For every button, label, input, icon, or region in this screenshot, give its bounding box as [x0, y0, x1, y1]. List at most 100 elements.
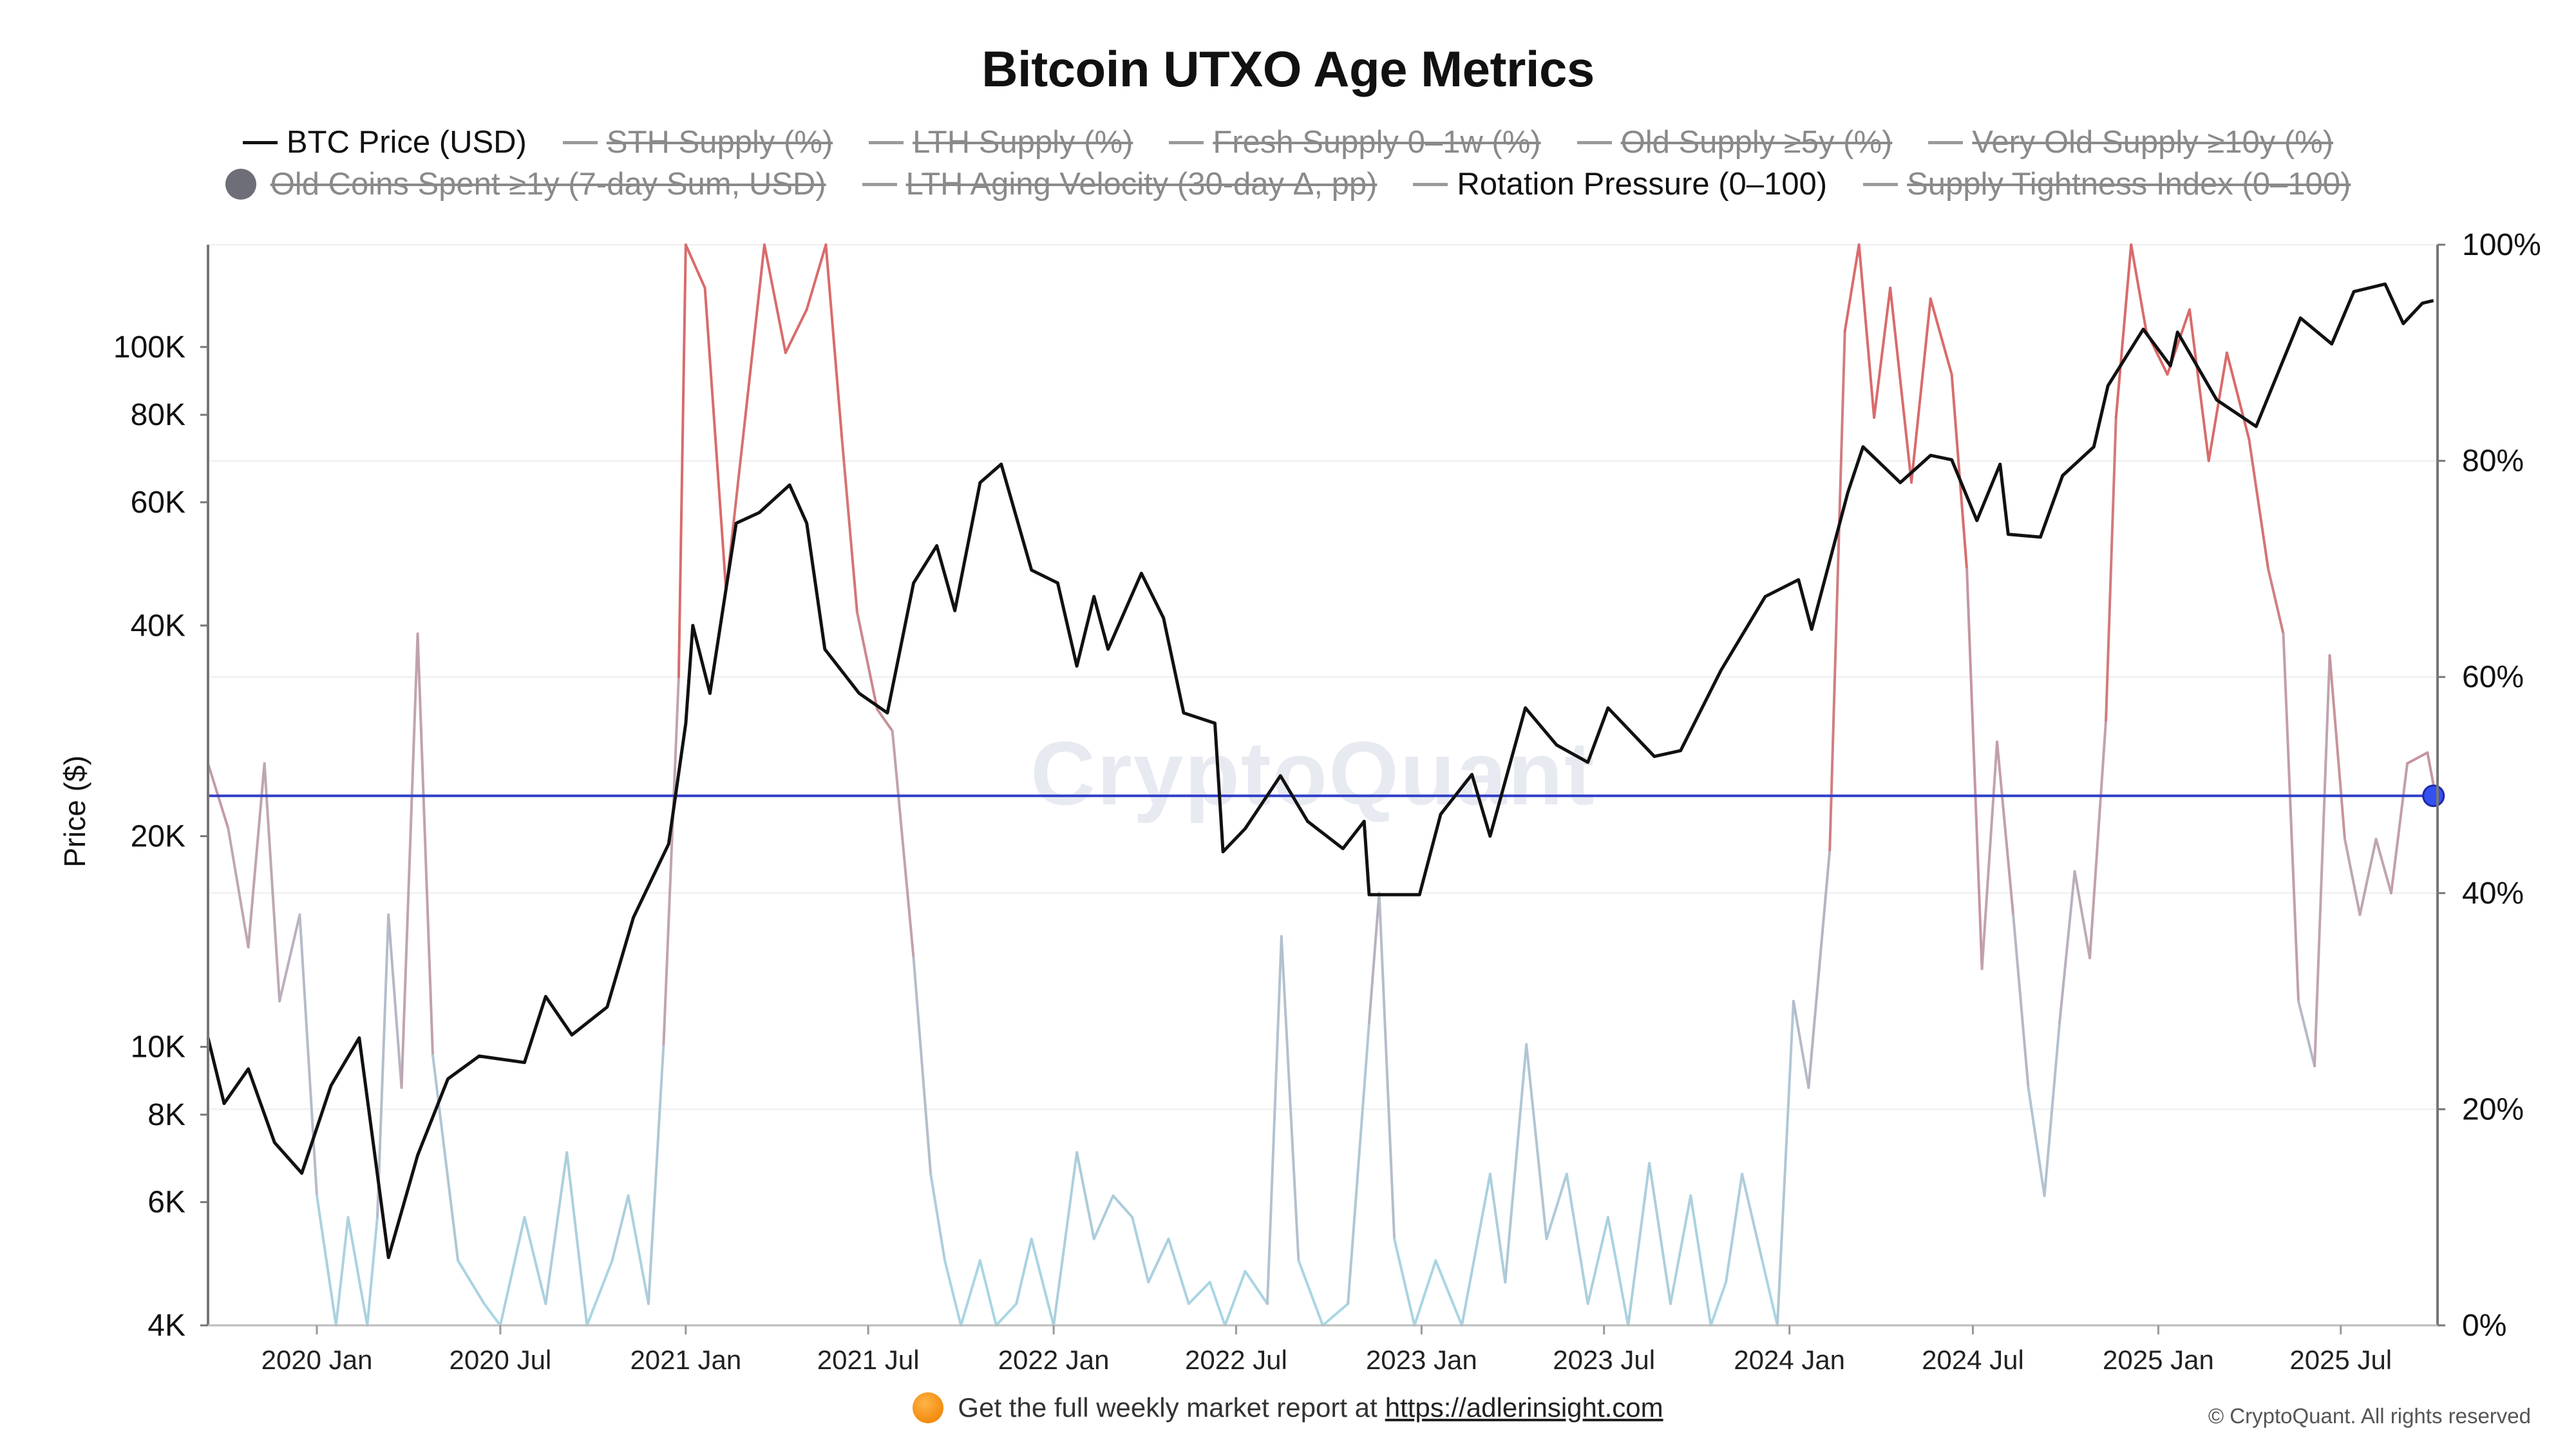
rotation-pressure-segment: [1776, 999, 1795, 1327]
rotation-pressure-segment: [334, 1216, 350, 1327]
rotation-pressure-segment: [960, 1259, 981, 1327]
y2-tick-label: 0%: [2462, 1309, 2506, 1343]
rotation-pressure-segment: [298, 913, 319, 1197]
y-tick-label: 4K: [147, 1309, 185, 1343]
rotation-pressure-segment: [662, 676, 680, 1046]
legend-swatch: [862, 182, 897, 186]
rotation-pressure-segment: [1367, 891, 1381, 1025]
legend-swatch: [562, 140, 598, 144]
rotation-pressure-segment: [1889, 287, 1913, 484]
rotation-pressure-segment: [227, 827, 250, 949]
rotation-pressure-segment: [805, 243, 828, 311]
legend-label: Old Supply ≥5y (%): [1620, 125, 1893, 160]
x-tick-label: 2022 Jan: [998, 1345, 1110, 1375]
rotation-pressure-segment: [1586, 1216, 1609, 1305]
legend-item-lth-aging-velocity[interactable]: LTH Aging Velocity (30-day Δ, pp): [862, 166, 1378, 202]
rotation-pressure-segment: [2344, 837, 2362, 916]
x-tick-label: 2021 Jan: [630, 1345, 741, 1375]
legend-item-btc-price[interactable]: BTC Price (USD): [242, 124, 527, 160]
rotation-pressure-segment: [1208, 1280, 1227, 1327]
rotation-pressure-segment: [762, 243, 787, 354]
rotation-pressure-segment: [1873, 287, 1892, 419]
y-tick-label: 40K: [131, 609, 185, 643]
rotation-pressure-segment: [1015, 1237, 1033, 1305]
rotation-pressure-segment: [1725, 1173, 1744, 1283]
rotation-pressure-segment: [2358, 837, 2378, 916]
rotation-pressure-segment: [2406, 751, 2429, 765]
rotation-pressure-segment: [375, 913, 390, 1219]
legend-label: LTH Aging Velocity (30-day Δ, pp): [905, 167, 1378, 202]
rotation-pressure-segment: [876, 708, 894, 733]
rotation-pressure-segment: [498, 1216, 526, 1327]
rotation-pressure-segment: [1950, 373, 1969, 571]
rotation-pressure-segment: [2012, 913, 2030, 1089]
x-tick-label: 2023 Jan: [1366, 1345, 1477, 1375]
rotation-pressure-segment: [1147, 1237, 1170, 1283]
footer-link[interactable]: https://adlerinsight.com: [1385, 1392, 1663, 1423]
rotation-pressure-segment: [1030, 1237, 1056, 1327]
rotation-pressure-segment: [1112, 1194, 1134, 1219]
rotation-pressure-segment: [1131, 1216, 1150, 1283]
rotation-pressure-segment: [2188, 308, 2210, 462]
rotation-pressure-segment: [744, 243, 766, 419]
rotation-pressure-segment: [1709, 1280, 1728, 1327]
legend-item-fresh-supply[interactable]: Fresh Supply 0–1w (%): [1169, 124, 1541, 160]
rotation-pressure-segment: [2282, 632, 2300, 1003]
rotation-pressure-segment: [891, 730, 915, 960]
rotation-pressure-segment: [647, 1043, 665, 1305]
y2-tick-label: 40%: [2462, 876, 2524, 911]
rotation-pressure-segment: [247, 762, 266, 949]
rotation-pressure-segment: [2248, 438, 2270, 571]
x-tick-label: 2022 Jul: [1185, 1345, 1287, 1375]
rotation-pressure-segment: [1857, 243, 1876, 419]
rotation-pressure-segment: [912, 956, 933, 1176]
rotation-pressure-segment: [1807, 848, 1832, 1089]
rotation-pressure-segment: [1980, 740, 1999, 971]
y2-tick-label: 60%: [2462, 660, 2524, 694]
rotation-pressure-segment: [482, 1302, 502, 1327]
legend-item-lth-supply[interactable]: LTH Supply (%): [869, 124, 1133, 160]
rotation-pressure-segment: [416, 632, 435, 1057]
rotation-pressure-segment: [1187, 1280, 1211, 1305]
rotation-pressure-segment: [2027, 1086, 2046, 1197]
x-tick-label: 2021 Jul: [817, 1345, 920, 1375]
rotation-pressure-segment: [1167, 1237, 1190, 1305]
legend-swatch: [1928, 140, 1964, 144]
rotation-pressure-segment: [366, 1216, 379, 1327]
rotation-pressure-segment: [1565, 1173, 1589, 1305]
rotation-pressure-segment: [1606, 1216, 1630, 1327]
y-tick-label: 80K: [131, 398, 185, 432]
y2-tick-label: 100%: [2462, 228, 2541, 262]
rotation-pressure-segment: [457, 1259, 486, 1305]
rotation-pressure-segment: [2390, 762, 2409, 895]
legend-item-old-supply[interactable]: Old Supply ≥5y (%): [1577, 124, 1893, 160]
legend-item-sth-supply[interactable]: STH Supply (%): [562, 124, 833, 160]
rotation-pressure-segment: [2043, 1021, 2061, 1197]
y-tick-label: 10K: [131, 1030, 185, 1065]
legend-dot: [225, 169, 256, 200]
legend-item-rotation-pressure[interactable]: Rotation Pressure (0–100): [1413, 166, 1827, 202]
x-tick-label: 2025 Jan: [2103, 1345, 2214, 1375]
legend-item-old-coins-spent[interactable]: Old Coins Spent ≥1y (7-day Sum, USD): [225, 166, 826, 202]
rotation-pressure-segment: [1265, 934, 1283, 1305]
rotation-pressure-segment: [1545, 1173, 1568, 1240]
rotation-pressure-segment: [2130, 243, 2148, 333]
legend-item-very-old-supply[interactable]: Very Old Supply ≥10y (%): [1928, 124, 2333, 160]
rotation-pressure-segment: [1321, 1302, 1350, 1327]
legend-item-supply-tightness[interactable]: Supply Tightness Index (0–100): [1863, 166, 2351, 202]
rotation-pressure-segment: [1689, 1194, 1712, 1327]
y-tick-label: 60K: [131, 486, 185, 520]
rotation-pressure-segment: [1075, 1151, 1095, 1240]
rotation-pressure-segment: [1488, 1173, 1507, 1283]
rotation-pressure-segment: [1669, 1194, 1692, 1305]
rotation-pressure-segment: [585, 1259, 614, 1327]
rotation-pressure-segment: [1244, 1270, 1269, 1305]
rotation-pressure-segment: [1761, 1259, 1779, 1327]
rotation-pressure-segment: [1280, 934, 1300, 1262]
rotation-pressure-segment: [523, 1216, 547, 1305]
rotation-pressure-segment: [2105, 416, 2117, 722]
y-axis-label: Price ($): [58, 755, 91, 867]
report-icon: [913, 1392, 944, 1423]
reference-line-marker: [2422, 784, 2445, 808]
rotation-pressure-segment: [1828, 330, 1846, 851]
